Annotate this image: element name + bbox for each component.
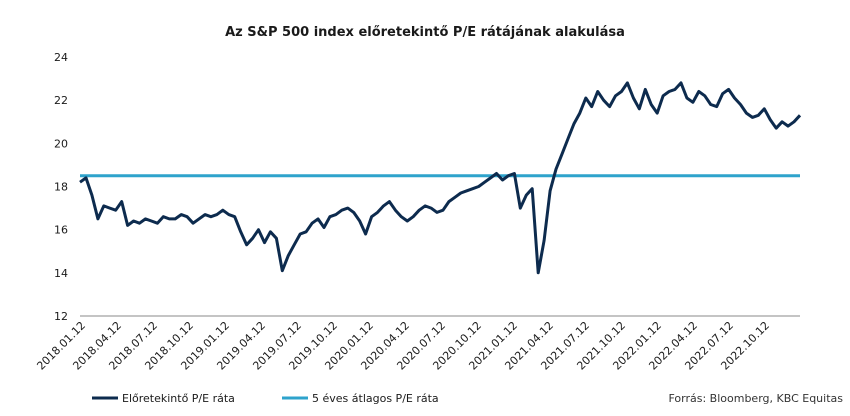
- legend: Előretekintő P/E ráta 5 éves átlagos P/E…: [92, 392, 439, 405]
- y-tick-label: 12: [54, 310, 68, 323]
- y-axis: 12 14 16 18 20 22 24: [54, 51, 68, 323]
- chart-title: Az S&P 500 index előretekintő P/E rátájá…: [225, 25, 625, 40]
- y-tick-label: 22: [54, 94, 68, 107]
- y-tick-label: 20: [54, 137, 68, 150]
- y-tick-label: 16: [54, 224, 68, 237]
- legend-label-forward-pe: Előretekintő P/E ráta: [122, 392, 235, 405]
- x-axis: 2018.01.122018.04.122018.07.122018.10.12…: [34, 319, 772, 373]
- y-tick-label: 14: [54, 267, 68, 280]
- forward-pe-line: [79, 81, 802, 275]
- y-tick-label: 24: [54, 51, 68, 64]
- y-tick-label: 18: [54, 181, 68, 194]
- legend-label-average-pe: 5 éves átlagos P/E ráta: [312, 392, 439, 405]
- source-note: Forrás: Bloomberg, KBC Equitas: [668, 392, 843, 405]
